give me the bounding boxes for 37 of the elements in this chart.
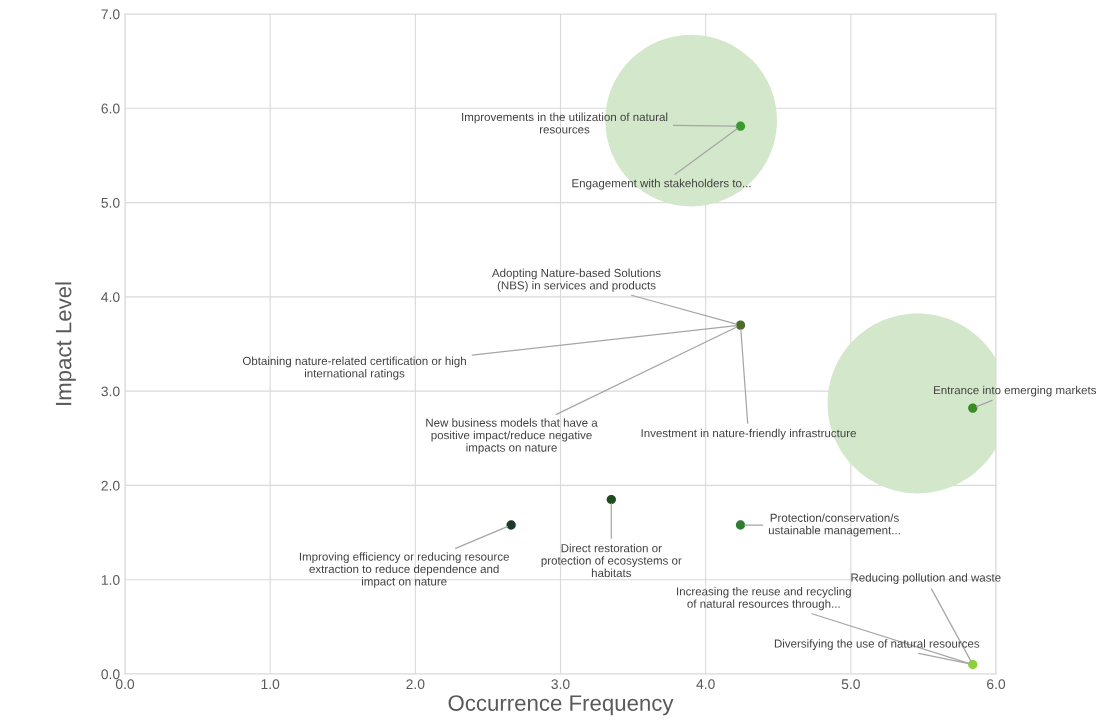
annotation: Direct restoration or protection of ecosystems or habitats xyxy=(541,543,682,578)
annotation: Diversifying the use of natural resources xyxy=(774,639,980,650)
y-tick-label: 3.0 xyxy=(101,386,120,397)
y-tick-label: 7.0 xyxy=(101,9,120,20)
point xyxy=(606,494,616,505)
point xyxy=(968,659,978,670)
point xyxy=(968,403,978,413)
x-tick-label: 2.0 xyxy=(406,679,425,690)
x-tick-label: 5.0 xyxy=(841,679,860,690)
y-tick-label: 5.0 xyxy=(101,197,120,208)
point xyxy=(506,520,516,530)
y-tick-label: 4.0 xyxy=(101,292,120,303)
x-tick-label: 4.0 xyxy=(696,679,715,690)
y-tick-label: 2.0 xyxy=(101,480,120,491)
x-tick-label: 0.0 xyxy=(115,679,135,690)
annotation: Reducing pollution and waste xyxy=(851,573,1001,584)
annotation: Investment in nature-friendly infrastructure xyxy=(641,428,856,440)
x-tick-label: 3.0 xyxy=(551,679,570,690)
y-axis-title: Impact Level xyxy=(55,282,76,405)
y-tick-label: 6.0 xyxy=(101,103,120,114)
annotation: Increasing the reuse and recycling of natural resources through... xyxy=(677,586,851,611)
x-tick-label: 6.0 xyxy=(987,679,1006,690)
annotation: Improvements in the utilization of natural resources xyxy=(462,112,668,134)
annotation: Entrance into emerging markets xyxy=(934,385,1097,397)
annotation: Protection/conservation/s ustainable management... xyxy=(768,513,900,537)
point xyxy=(735,520,746,530)
point xyxy=(735,320,746,330)
x-axis-title: Occurrence Frequency xyxy=(448,695,674,716)
annotation: New business models that have a positive impact/reduce negative impacts on nature xyxy=(426,418,598,454)
annotation: Engagement with stakeholders to... xyxy=(572,178,751,190)
y-tick-label: 0.0 xyxy=(101,669,120,680)
y-tick-label: 1.0 xyxy=(101,575,120,585)
annotation: Obtaining nature-related certification or high international ratings xyxy=(242,356,466,380)
x-tick-label: 1.0 xyxy=(261,679,280,690)
annotation: Adopting Nature-based Solutions (NBS) in services and products xyxy=(491,268,661,292)
annotation: Improving efficiency or reducing resource extraction to reduce dependence and impact on nature xyxy=(299,552,509,588)
point xyxy=(735,121,746,131)
